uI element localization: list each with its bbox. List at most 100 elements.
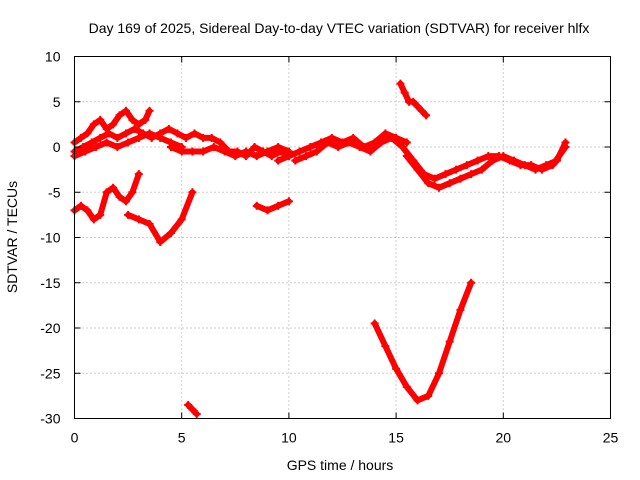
data-point — [166, 228, 175, 237]
data-point — [377, 138, 386, 147]
data-point — [499, 152, 508, 161]
data-point — [477, 165, 486, 174]
data-point — [263, 147, 272, 156]
data-point — [192, 409, 201, 418]
y-tick-label: -5 — [48, 184, 61, 200]
data-point — [96, 210, 105, 219]
data-point — [274, 156, 283, 165]
data-point — [370, 319, 379, 328]
y-tick-label: 10 — [45, 49, 61, 65]
data-point — [396, 79, 405, 88]
data-point — [121, 129, 130, 138]
series-arc-6 — [292, 134, 569, 182]
y-tick-label: -20 — [40, 320, 60, 336]
data-point — [462, 161, 471, 170]
data-point — [156, 238, 165, 247]
data-point — [531, 165, 540, 174]
data-point — [173, 129, 182, 138]
data-point — [484, 152, 493, 161]
data-point — [156, 133, 165, 142]
data-point — [252, 152, 261, 161]
data-point — [381, 129, 390, 138]
data-point — [134, 120, 143, 129]
data-point — [216, 138, 225, 147]
tick-layer: 0 5 10 15 20 25 -30 -25 -20 -15 -10 -5 0 5 10 — [40, 49, 618, 446]
data-point — [424, 391, 433, 400]
data-point — [190, 129, 199, 138]
data-point — [456, 305, 465, 314]
data-point — [115, 192, 124, 201]
data-point — [355, 143, 364, 151]
data-point — [387, 133, 396, 142]
data-point — [199, 147, 208, 156]
data-point — [434, 183, 443, 192]
data-point — [145, 219, 154, 228]
x-tick-label: 10 — [281, 430, 297, 446]
data-point — [83, 129, 92, 138]
data-point — [250, 143, 259, 151]
x-tick-label: 0 — [71, 430, 79, 446]
data-point — [109, 183, 118, 192]
data-point — [89, 215, 98, 224]
data-point — [344, 138, 353, 147]
data-point — [81, 147, 90, 156]
data-point — [134, 215, 143, 224]
data-point — [424, 179, 433, 188]
x-tick-label: 15 — [388, 430, 404, 446]
data-point — [207, 133, 216, 142]
data-point — [366, 147, 375, 156]
data-point — [91, 143, 100, 151]
data-point — [145, 106, 154, 115]
data-point — [141, 115, 150, 124]
series-layer — [70, 79, 570, 418]
data-point — [542, 161, 551, 170]
data-point — [177, 147, 186, 156]
data-point — [134, 170, 143, 179]
data-point — [520, 161, 529, 170]
data-point — [400, 88, 409, 97]
data-point — [452, 165, 461, 174]
data-point — [252, 201, 261, 210]
series-arc-12 — [371, 279, 475, 404]
data-point — [263, 206, 272, 215]
data-point — [96, 115, 105, 124]
x-axis-label: GPS time / hours — [287, 457, 394, 473]
data-point — [89, 120, 98, 129]
y-tick-label: -25 — [40, 365, 60, 381]
data-point — [402, 382, 411, 391]
data-point — [284, 197, 293, 206]
data-point — [445, 179, 454, 188]
data-point — [312, 147, 321, 156]
x-tick-label: 20 — [496, 430, 512, 446]
data-point — [413, 165, 422, 174]
data-point — [295, 147, 304, 156]
data-point — [306, 143, 315, 151]
data-point — [121, 197, 130, 206]
data-point — [445, 337, 454, 346]
data-point — [552, 156, 561, 165]
data-point — [467, 278, 476, 287]
data-point — [145, 129, 154, 138]
data-point — [76, 133, 85, 142]
data-point — [327, 133, 336, 142]
data-point — [109, 120, 118, 129]
data-point — [164, 124, 173, 133]
data-point — [184, 400, 193, 409]
data-point — [130, 124, 139, 133]
data-point — [115, 111, 124, 120]
data-point — [188, 147, 197, 156]
data-point — [402, 138, 411, 147]
data-point — [456, 174, 465, 183]
data-point — [76, 201, 85, 210]
data-point — [441, 170, 450, 179]
data-point — [488, 156, 497, 165]
data-point — [413, 396, 422, 405]
y-axis-label: SDTVAR / TECUs — [4, 181, 20, 293]
data-point — [181, 133, 190, 142]
y-tick-label: -15 — [40, 275, 60, 291]
series-arc-11 — [253, 198, 292, 214]
data-point — [392, 364, 401, 373]
data-point — [473, 156, 482, 165]
data-point — [302, 152, 311, 161]
